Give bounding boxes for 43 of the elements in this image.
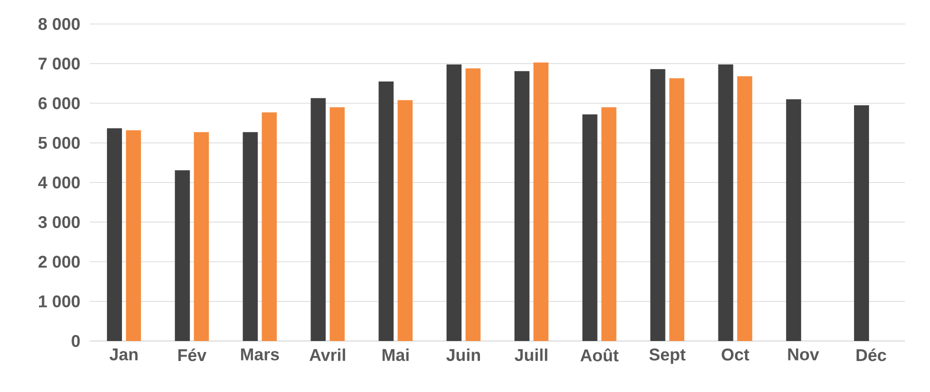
- bar: [601, 107, 616, 341]
- y-tick-label: 8 000: [38, 18, 80, 30]
- y-tick-label: 3 000: [38, 216, 80, 228]
- bar: [242, 132, 258, 341]
- bar: [650, 69, 666, 341]
- x-tick-label: Fév: [178, 348, 206, 362]
- y-tick-label: 6 000: [38, 97, 80, 110]
- bar: [514, 71, 530, 341]
- x-tick-label: Mai: [382, 348, 409, 362]
- x-tick-label: Jan: [110, 348, 138, 360]
- bar: [262, 112, 277, 341]
- bar: [582, 114, 598, 341]
- bar: [466, 68, 481, 341]
- bar: [378, 81, 394, 341]
- bar: [310, 98, 326, 341]
- bar: [786, 99, 802, 341]
- x-tick-label: Oct: [722, 348, 750, 361]
- bar: [398, 100, 413, 341]
- x-tick-label: Août: [580, 348, 619, 362]
- bar: [854, 105, 870, 341]
- y-tick-label: 1 000: [38, 295, 80, 308]
- bar: [106, 128, 122, 341]
- x-tick-label: Juin: [446, 348, 480, 362]
- x-tick-label: Avril: [310, 348, 346, 361]
- x-tick-label: Mars: [241, 348, 279, 360]
- bar: [174, 170, 190, 341]
- x-tick-label: Déc: [856, 348, 886, 362]
- y-tick-label: 5 000: [38, 136, 80, 149]
- x-tick-label: Juill: [514, 348, 548, 362]
- bar: [194, 132, 209, 341]
- bar: [446, 64, 462, 341]
- x-tick-label: Sept: [649, 348, 686, 364]
- bar: [737, 76, 752, 341]
- x-tick-label: Nov: [788, 348, 820, 360]
- bar: [330, 107, 345, 341]
- y-tick-label: 7 000: [38, 58, 80, 70]
- bar: [126, 130, 141, 341]
- bar: [718, 64, 734, 341]
- bar: [669, 78, 684, 341]
- y-tick-label: 4 000: [38, 176, 80, 189]
- y-tick-label: 0: [72, 334, 80, 348]
- y-tick-label: 2 000: [38, 256, 80, 268]
- bar: [533, 62, 548, 341]
